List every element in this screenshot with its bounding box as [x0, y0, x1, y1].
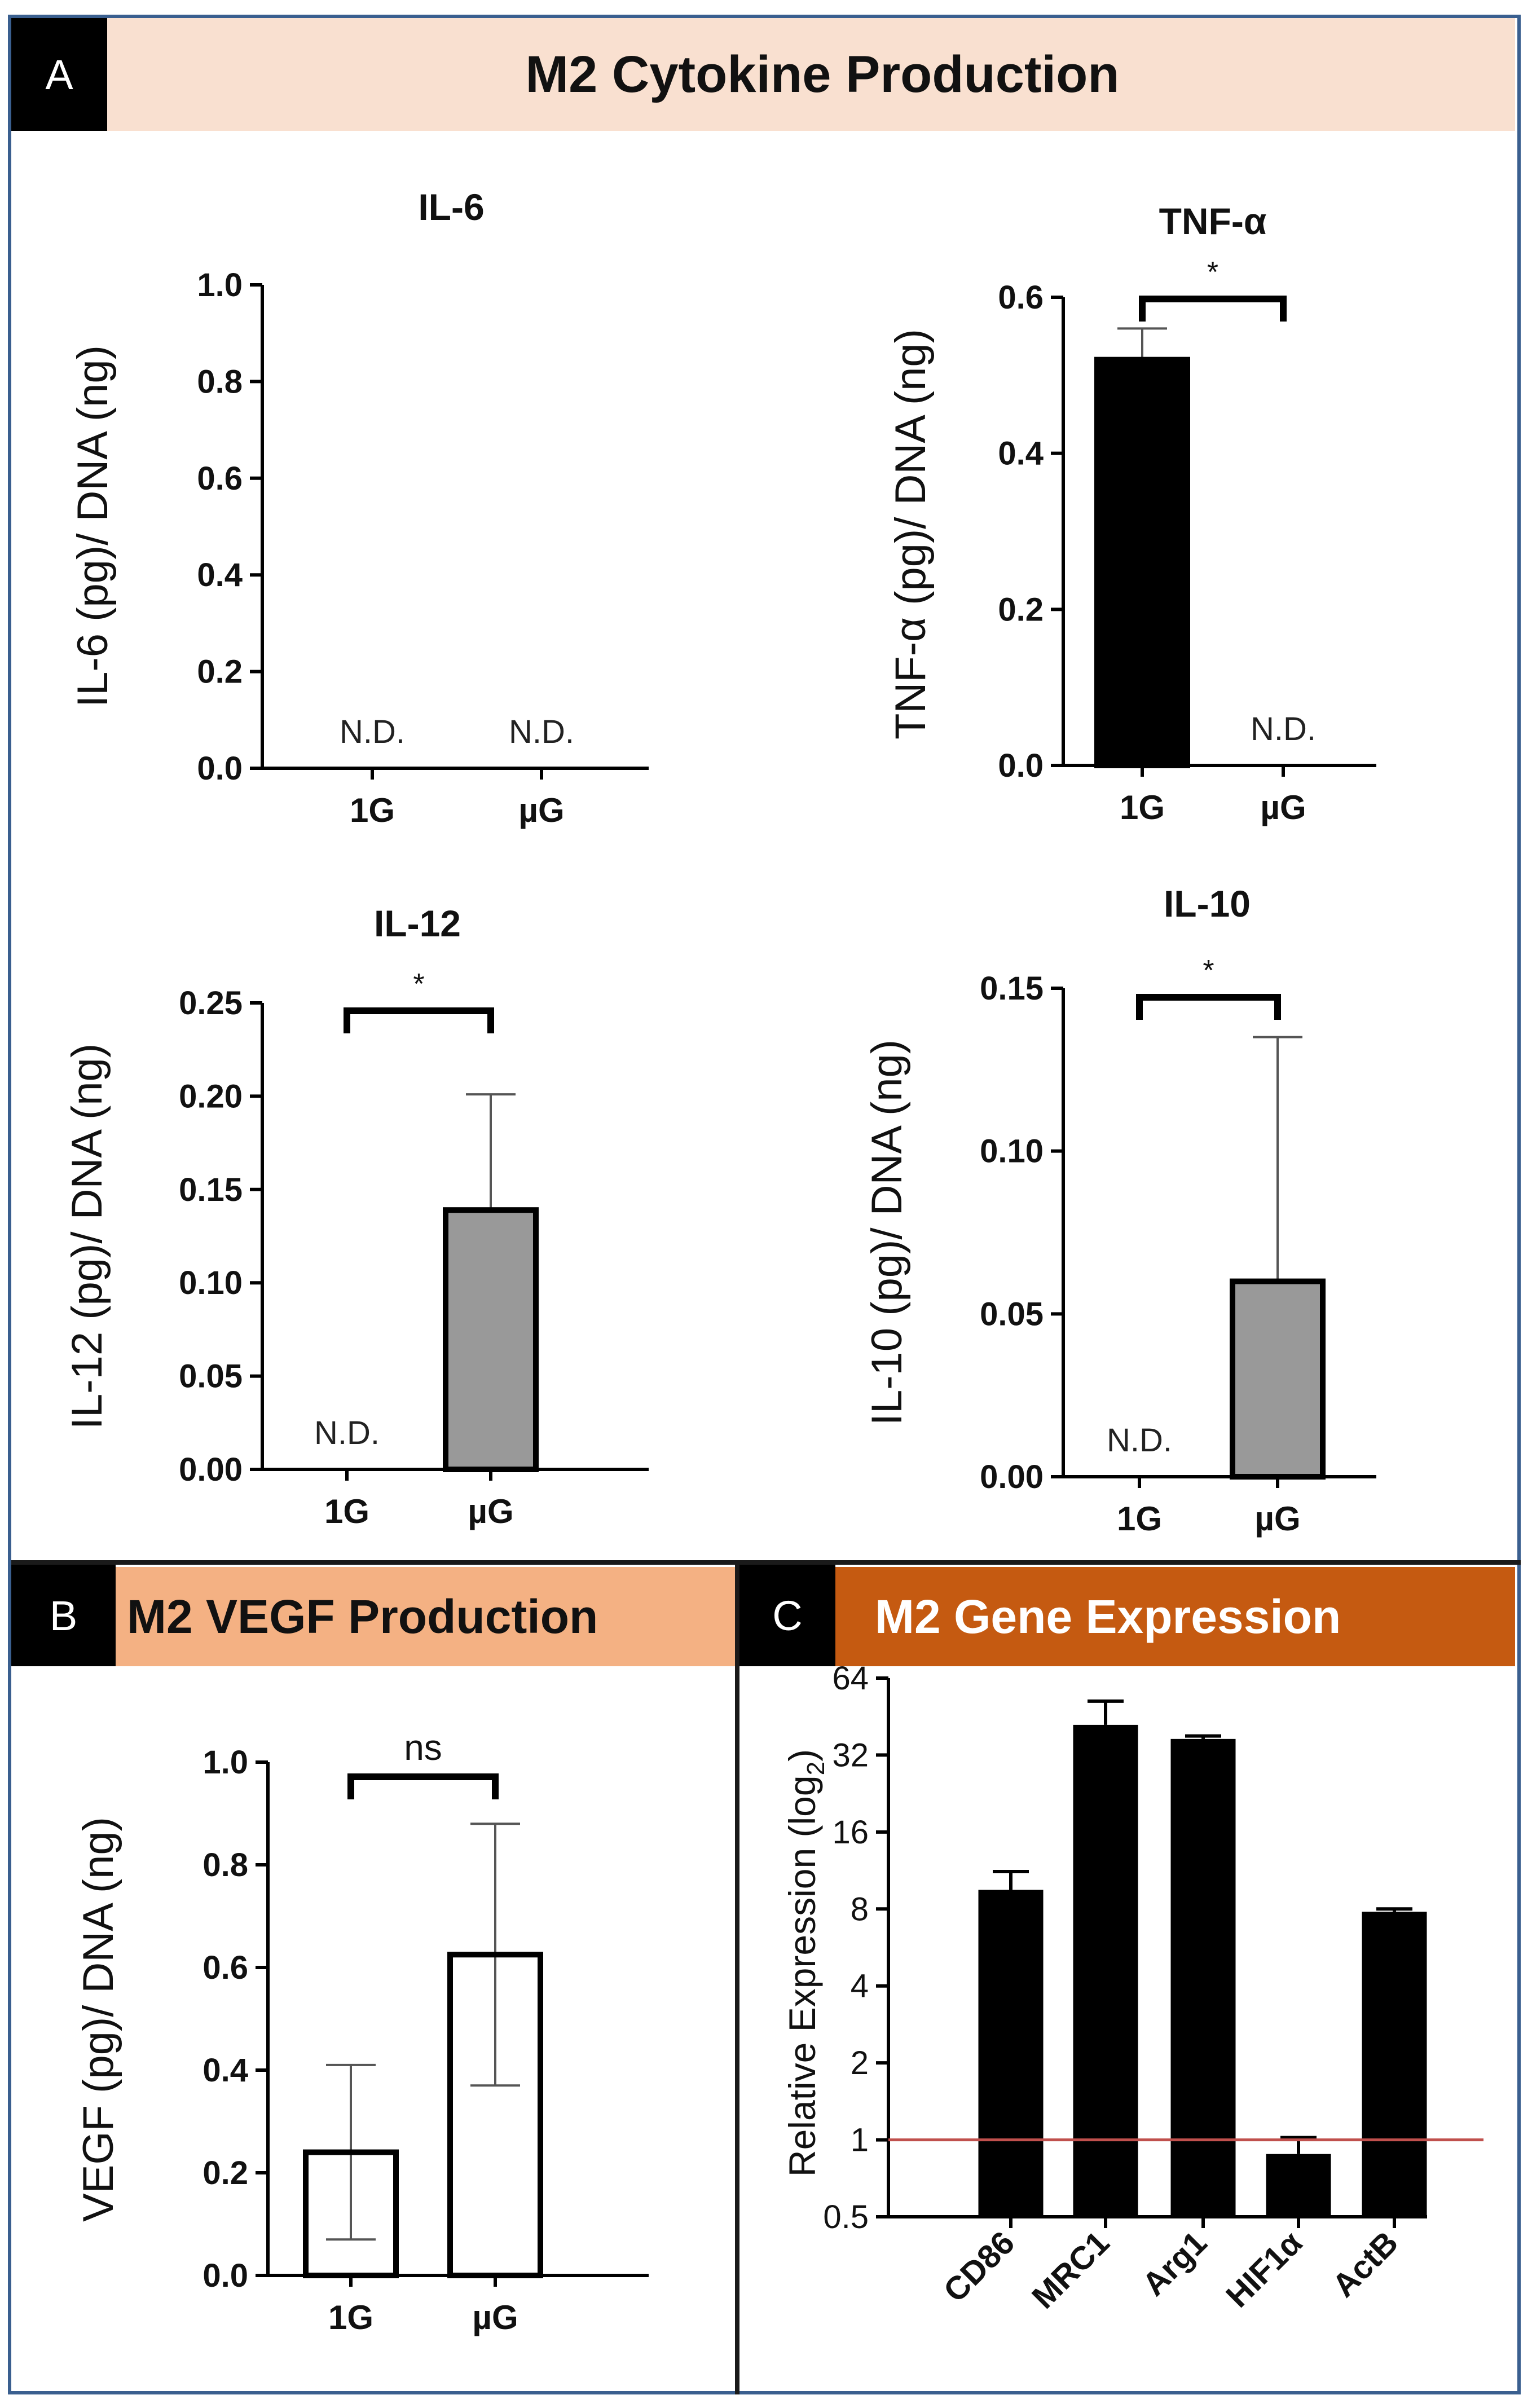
- il6-xtick-label: µG: [518, 791, 564, 829]
- il6-title: IL-6: [418, 186, 484, 228]
- gene-ytick-label: 32: [832, 1737, 869, 1773]
- gene-bar-CD86: [978, 1890, 1044, 2217]
- gene-xtick-label: ActB: [1326, 2224, 1406, 2304]
- il10-ylabel: IL-10 (pg)/ DNA (ng): [863, 1040, 911, 1425]
- il6-ytick-label: 1.0: [197, 267, 243, 303]
- vegf-ytick-label: 1.0: [202, 1744, 248, 1781]
- il12-ytick-label: 0.20: [179, 1078, 243, 1115]
- tnf-bar-0: [1094, 356, 1190, 768]
- gene-ytick-label: 8: [851, 1891, 869, 1927]
- gene-ytick-label: 1: [851, 2122, 869, 2159]
- gene-ylabel: Relative Expression (log2): [781, 1749, 830, 2177]
- il12-title: IL-12: [374, 903, 461, 944]
- gene-bar-Arg1: [1170, 1738, 1236, 2217]
- panel-c-letter: C: [739, 1565, 835, 1666]
- section-divider-vertical: [735, 1565, 739, 2394]
- gene-xtick-label: MRC1: [1025, 2224, 1116, 2315]
- vegf-bar-0: [303, 2149, 399, 2279]
- gene-ytick-label: 2: [851, 2045, 869, 2081]
- il12-ytick-label: 0.15: [179, 1172, 243, 1208]
- gene-ytick-label: 0.5: [823, 2199, 869, 2235]
- il12-ytick-label: 0.00: [179, 1451, 243, 1488]
- tnf-ylabel: TNF-α (pg)/ DNA (ng): [887, 329, 935, 739]
- section-divider-horizontal: [11, 1560, 1521, 1565]
- panel-b-title: M2 VEGF Production: [116, 1567, 735, 1666]
- il12-xtick-label: µG: [468, 1493, 513, 1530]
- gene-bar-ActB: [1362, 1912, 1427, 2217]
- tnf-ytick-label: 0.4: [998, 435, 1044, 472]
- tnf-ytick-label: 0.0: [998, 747, 1044, 784]
- il6-ytick-label: 0.4: [197, 557, 243, 593]
- gene-ytick-label: 16: [832, 1814, 869, 1851]
- panel-a-title-text: M2 Cytokine Production: [525, 45, 1120, 103]
- tnf-ytick-label: 0.6: [998, 279, 1044, 316]
- il10-significance-label: *: [1203, 954, 1214, 987]
- tnf-nd-label: N.D.: [1251, 711, 1316, 747]
- il12-bar-1: [443, 1207, 539, 1472]
- panel-c-title-text: M2 Gene Expression: [875, 1590, 1341, 1643]
- il10-ytick-label: 0.10: [980, 1133, 1044, 1170]
- gene-xtick-label: HIF1α: [1219, 2224, 1309, 2314]
- gene-xtick-label: CD86: [936, 2224, 1022, 2309]
- vegf-bar-1: [447, 1952, 543, 2278]
- tnf-ytick-label: 0.2: [998, 591, 1044, 628]
- panel-a-letter: A: [11, 18, 107, 131]
- gene-bar-MRC1: [1073, 1724, 1138, 2217]
- vegf-ylabel: VEGF (pg)/ DNA (ng): [74, 1817, 122, 2222]
- il10-nd-label: N.D.: [1107, 1422, 1172, 1459]
- figure-frame: [8, 15, 1521, 2394]
- il6-ytick-label: 0.2: [197, 654, 243, 690]
- il12-ytick-label: 0.10: [179, 1265, 243, 1301]
- il6-nd-label: N.D.: [340, 714, 405, 750]
- il12-ylabel: IL-12 (pg)/ DNA (ng): [63, 1044, 111, 1429]
- tnf-title: TNF-α: [1159, 200, 1267, 242]
- vegf-xtick-label: 1G: [328, 2299, 373, 2336]
- il10-title: IL-10: [1164, 883, 1251, 925]
- il10-xtick-label: µG: [1254, 1500, 1300, 1538]
- il6-ylabel: IL-6 (pg)/ DNA (ng): [69, 345, 117, 707]
- il12-significance-bracket: [344, 1007, 494, 1033]
- vegf-ytick-label: 0.4: [202, 2052, 248, 2089]
- il10-significance-bracket: [1136, 994, 1281, 1020]
- gene-xtick-label: Arg1: [1135, 2224, 1214, 2303]
- il12-xtick-label: 1G: [324, 1493, 369, 1530]
- il6-ytick-label: 0.6: [197, 460, 243, 497]
- tnf-xtick-label: µG: [1260, 789, 1306, 826]
- gene-ytick-label: 4: [851, 1968, 869, 2005]
- panel-c-title: M2 Gene Expression: [835, 1567, 1515, 1666]
- il6-xtick-label: 1G: [350, 791, 395, 829]
- il10-bar-1: [1230, 1278, 1326, 1480]
- vegf-ytick-label: 0.2: [202, 2155, 248, 2191]
- vegf-ytick-label: 0.8: [202, 1847, 248, 1883]
- vegf-xtick-label: µG: [472, 2299, 518, 2336]
- vegf-significance-label: ns: [404, 1727, 442, 1768]
- il10-ytick-label: 0.15: [980, 970, 1044, 1007]
- il6-ytick-label: 0.0: [197, 750, 243, 787]
- panel-b-letter: B: [11, 1565, 116, 1666]
- gene-ytick-label: 64: [832, 1660, 869, 1697]
- panel-b-title-text: M2 VEGF Production: [127, 1590, 598, 1643]
- gene-bar-HIF1α: [1266, 2154, 1331, 2217]
- il12-ytick-label: 0.25: [179, 985, 243, 1022]
- vegf-ytick-label: 0.6: [202, 1949, 248, 1986]
- il12-significance-label: *: [413, 968, 424, 1001]
- il10-xtick-label: 1G: [1117, 1500, 1162, 1538]
- panel-a-title: M2 Cytokine Production: [107, 18, 1515, 131]
- vegf-ytick-label: 0.0: [202, 2257, 248, 2294]
- vegf-significance-bracket: [347, 1773, 499, 1799]
- il6-nd-label: N.D.: [509, 714, 574, 750]
- il10-ytick-label: 0.00: [980, 1459, 1044, 1495]
- tnf-xtick-label: 1G: [1120, 789, 1165, 826]
- tnf-significance-label: *: [1207, 256, 1218, 289]
- il6-ytick-label: 0.8: [197, 363, 243, 400]
- il12-ytick-label: 0.05: [179, 1358, 243, 1395]
- il10-ytick-label: 0.05: [980, 1296, 1044, 1332]
- tnf-significance-bracket: [1139, 296, 1287, 322]
- il12-nd-label: N.D.: [314, 1415, 380, 1451]
